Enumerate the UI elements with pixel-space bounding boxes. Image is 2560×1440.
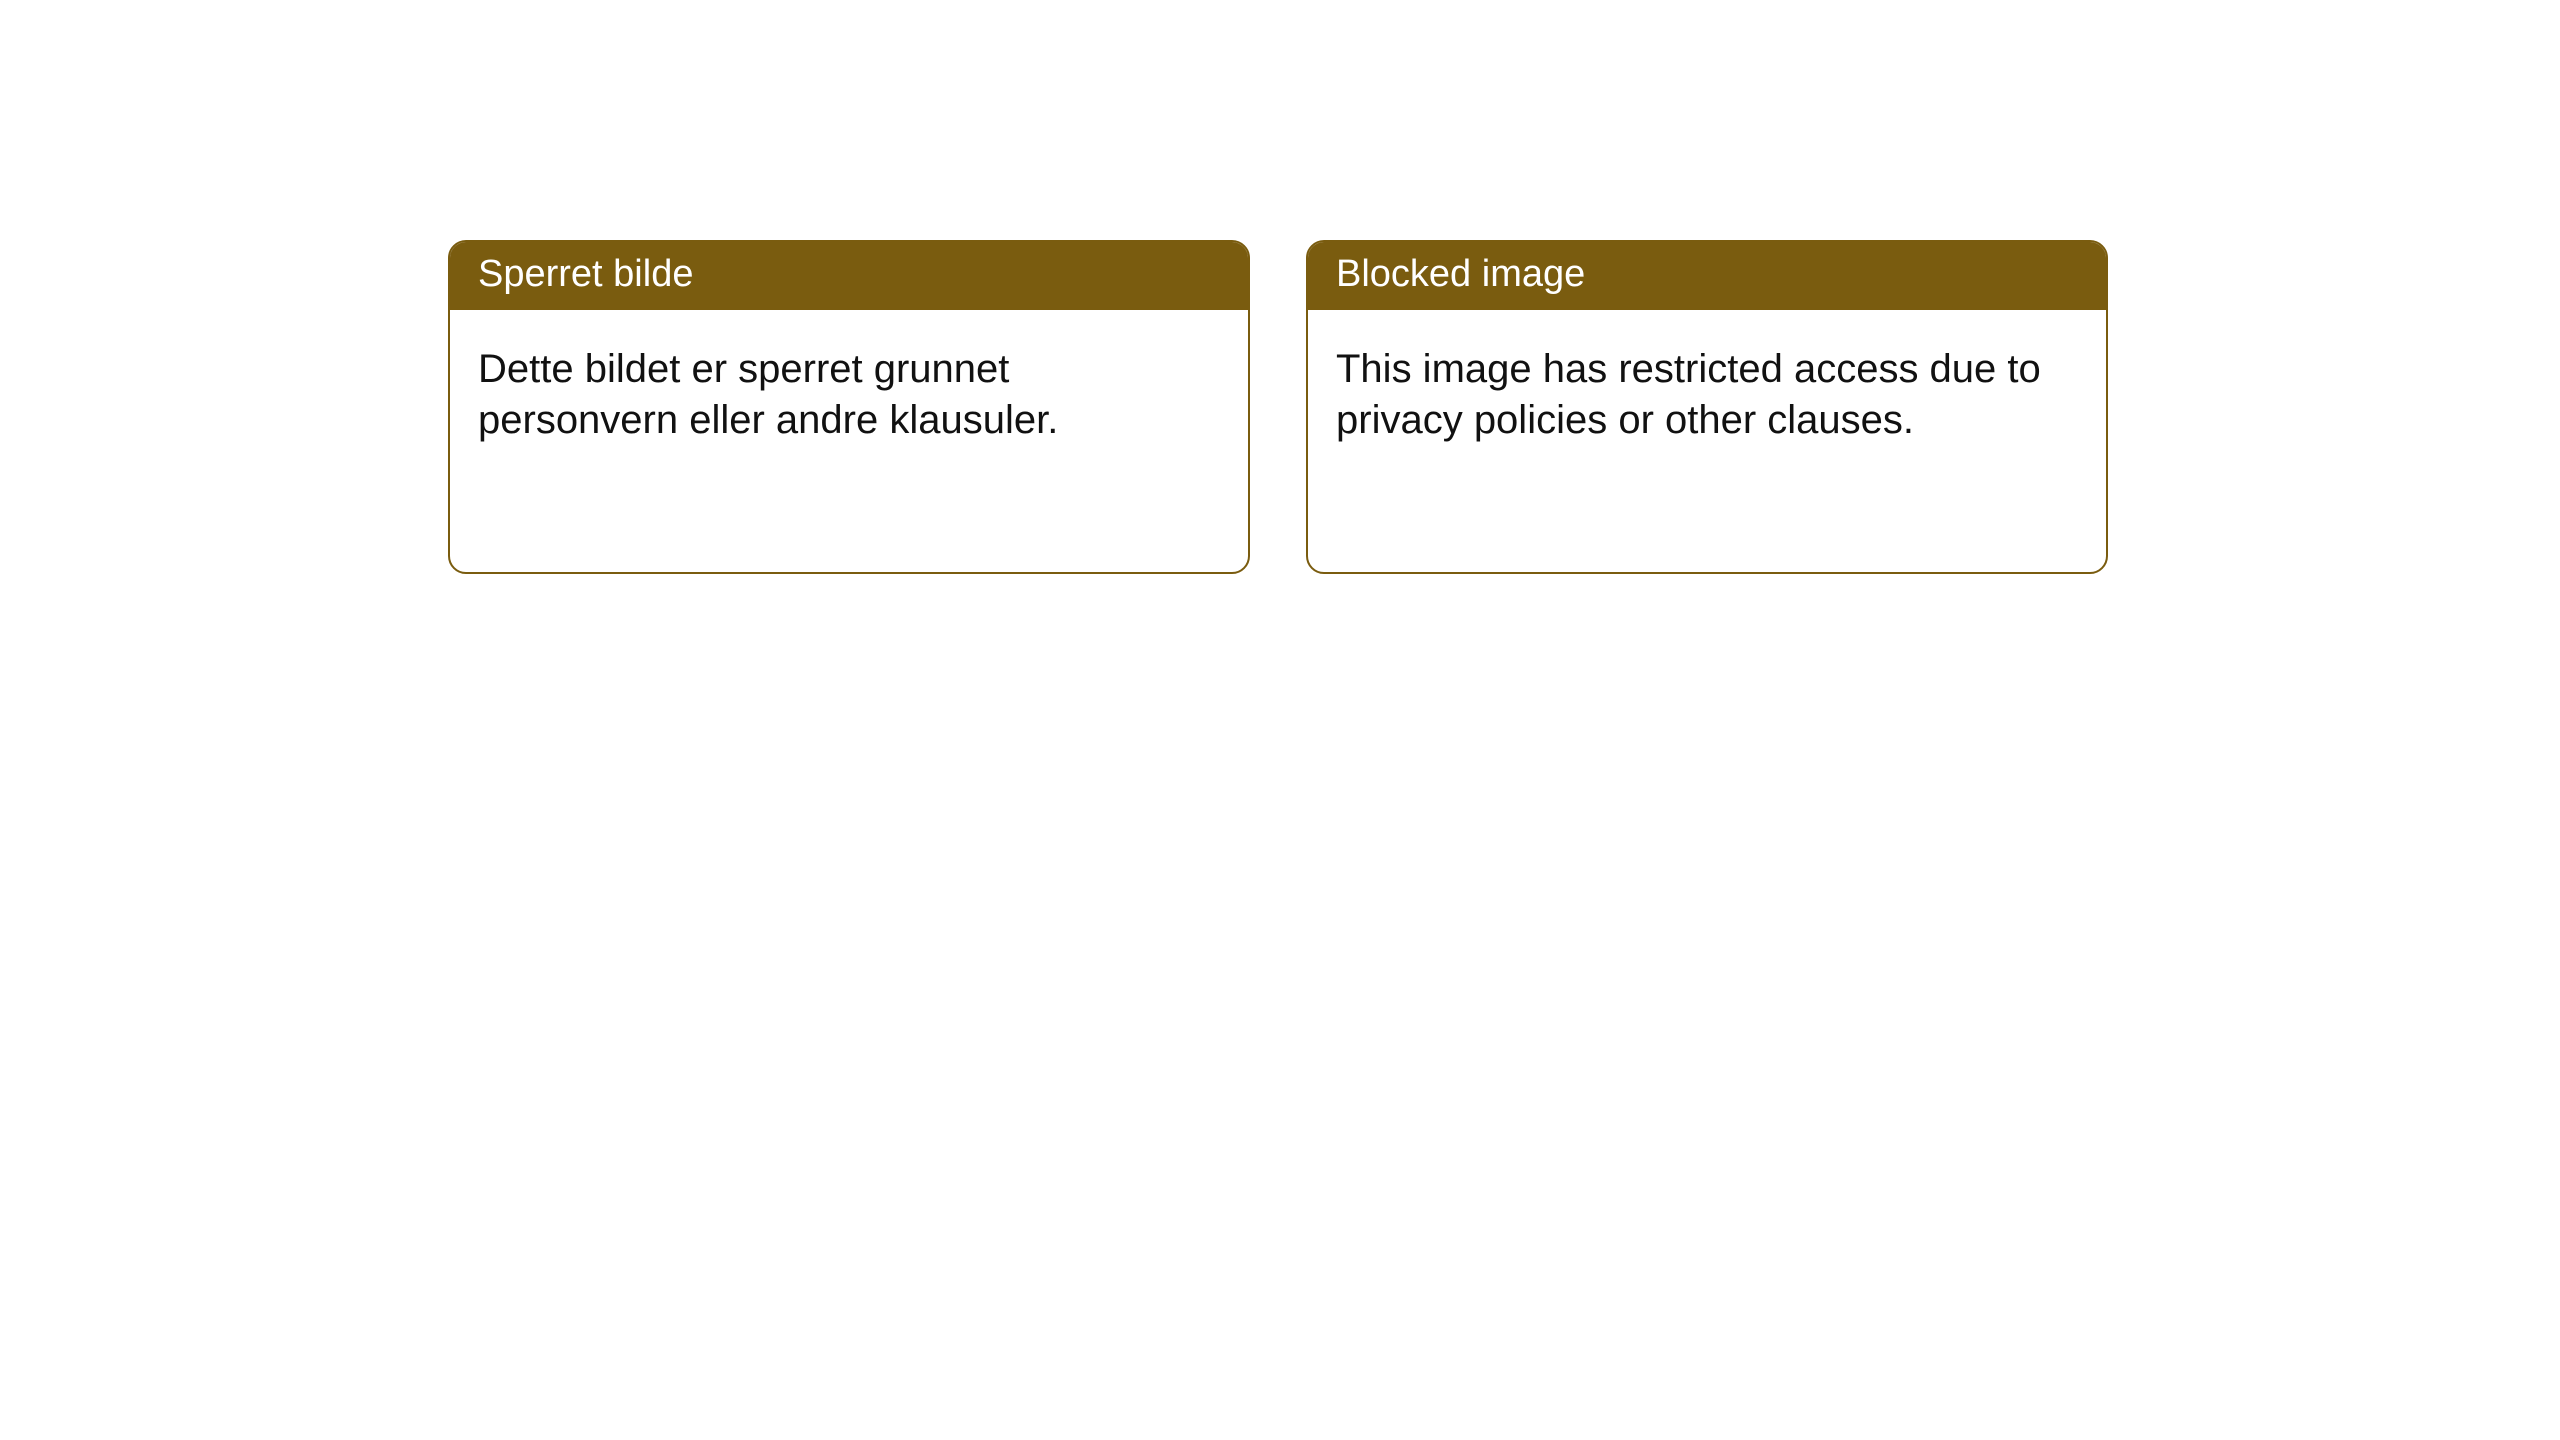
notice-card-norwegian: Sperret bilde Dette bildet er sperret gr… [448,240,1250,574]
notice-body: This image has restricted access due to … [1308,310,2106,480]
notice-cards-container: Sperret bilde Dette bildet er sperret gr… [448,240,2560,574]
notice-body: Dette bildet er sperret grunnet personve… [450,310,1248,480]
notice-title: Sperret bilde [478,253,693,295]
notice-body-text: This image has restricted access due to … [1336,347,2041,442]
notice-header: Blocked image [1308,242,2106,310]
notice-card-english: Blocked image This image has restricted … [1306,240,2108,574]
notice-title: Blocked image [1336,253,1585,295]
notice-body-text: Dette bildet er sperret grunnet personve… [478,347,1058,442]
notice-header: Sperret bilde [450,242,1248,310]
